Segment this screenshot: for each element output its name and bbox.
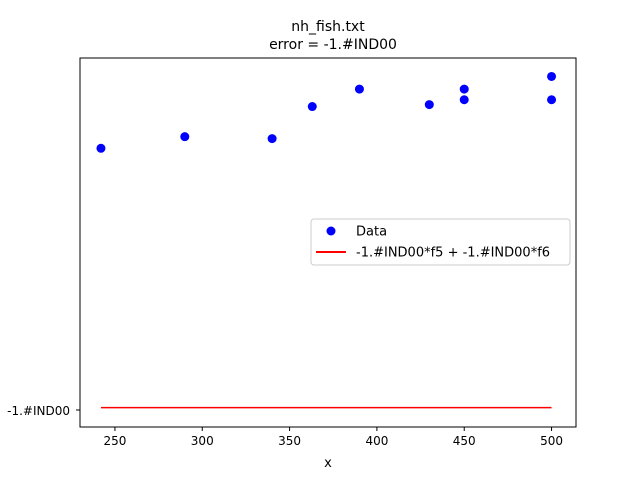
legend: Data -1.#IND00*f5 + -1.#IND00*f6	[310, 218, 571, 266]
legend-fit-label: -1.#IND00*f5 + -1.#IND00*f6	[356, 246, 550, 261]
data-point	[459, 84, 469, 94]
data-point	[354, 84, 364, 94]
plot-area-frame	[79, 57, 577, 428]
data-point	[180, 132, 190, 142]
x-tick-label: 500	[540, 434, 563, 448]
chart-title: nh_fish.txt	[291, 19, 365, 35]
data-point	[267, 134, 277, 144]
data-point	[424, 100, 434, 110]
legend-data-label: Data	[356, 225, 387, 240]
y-tick-label: -1.#IND00	[7, 404, 70, 418]
data-point	[547, 95, 557, 105]
x-tick-label: 400	[365, 434, 388, 448]
axes: 250 300 350 400 450 500	[103, 427, 563, 448]
x-tick-label: 350	[278, 434, 301, 448]
x-tick-label: 450	[453, 434, 476, 448]
data-point	[307, 102, 317, 112]
data-point	[96, 143, 106, 153]
legend-data-marker	[326, 226, 336, 236]
x-axis-label: x	[324, 456, 332, 471]
data-point	[459, 95, 469, 105]
data-point	[547, 71, 557, 81]
legend-box	[310, 218, 571, 266]
x-tick-label: 250	[103, 434, 126, 448]
plot-marks	[96, 71, 557, 409]
chart-subtitle: error = -1.#IND00	[269, 37, 397, 53]
x-tick-label: 300	[191, 434, 214, 448]
